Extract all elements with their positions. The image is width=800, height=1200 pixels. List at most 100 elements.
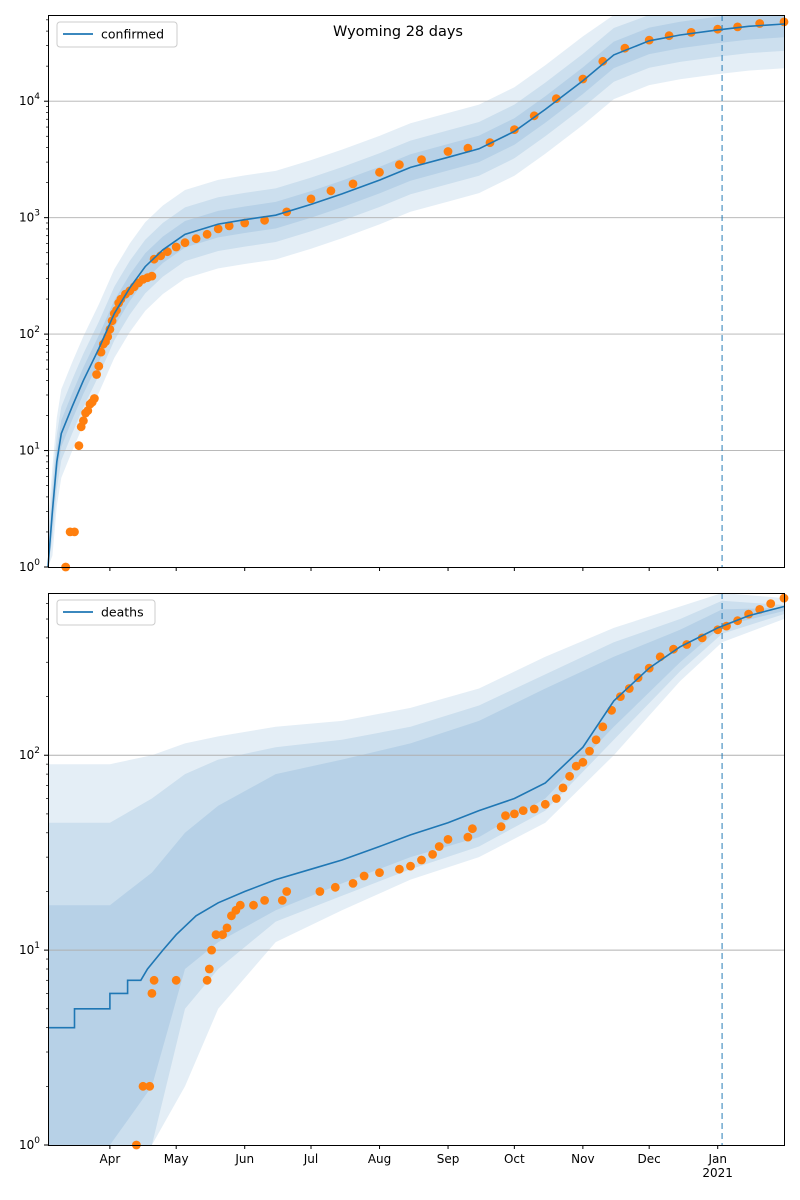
deaths-band-2 xyxy=(48,600,784,1145)
confirmed-observed-point xyxy=(598,56,608,66)
deaths-legend-label: deaths xyxy=(101,605,144,620)
confirmed-observed-point xyxy=(147,271,157,281)
confirmed-y-tick-label: 101 xyxy=(19,442,40,458)
deaths-observed-point xyxy=(434,842,444,851)
deaths-observed-point xyxy=(598,722,608,732)
deaths-observed-point xyxy=(138,1081,148,1091)
deaths-y-tick-label: 100 xyxy=(19,1136,40,1152)
deaths-observed-point xyxy=(697,633,707,643)
deaths-legend: deaths xyxy=(56,599,156,626)
confirmed-observed-point xyxy=(224,221,234,231)
confirmed-observed-point xyxy=(79,416,88,426)
confirmed-observed-point xyxy=(94,361,104,371)
deaths-observed-point xyxy=(171,975,181,985)
confirmed-observed-point xyxy=(260,215,269,225)
x-tick-label-month: Jul xyxy=(303,1152,318,1166)
x-tick-label-year: 2021 xyxy=(702,1166,733,1180)
confirmed-panel: 100 101 102 103 104 confirmed Wyoming 28 day… xyxy=(19,15,789,574)
deaths-band-3 xyxy=(48,607,784,1145)
x-tick-label-month: Sep xyxy=(437,1152,460,1166)
deaths-observed-point xyxy=(463,832,473,842)
deaths-observed-point xyxy=(204,964,214,974)
confirmed-observed-point xyxy=(395,160,404,170)
deaths-legend-box xyxy=(56,599,156,626)
deaths-model-line xyxy=(48,605,785,1029)
confirmed-model-line xyxy=(47,23,785,568)
confirmed-observed-point xyxy=(191,234,201,244)
deaths-observed-point xyxy=(518,806,528,815)
deaths-uncertainty-bands xyxy=(48,593,784,1145)
deaths-observed-point xyxy=(417,855,426,865)
confirmed-observed-point xyxy=(163,247,172,257)
deaths-observed-point xyxy=(540,799,550,809)
deaths-band-1 xyxy=(48,593,784,1145)
deaths-panel: 100 101 102 Apr May Jun Jul Aug Sep Oct Nov Dec Jan… xyxy=(19,593,789,1180)
deaths-observed-point xyxy=(529,804,539,814)
deaths-observed-point xyxy=(428,850,437,859)
deaths-observed-point xyxy=(395,864,404,874)
deaths-observed-point xyxy=(585,746,594,756)
deaths-observed-point xyxy=(766,599,776,608)
x-tick-label-month: Dec xyxy=(638,1152,661,1166)
deaths-observed-point xyxy=(235,900,245,910)
confirmed-band-1 xyxy=(48,15,784,567)
deaths-observed-point xyxy=(558,783,568,793)
deaths-observed-point xyxy=(315,887,325,896)
deaths-observed-point xyxy=(277,896,287,905)
deaths-observed-point xyxy=(260,896,269,905)
deaths-observed-points xyxy=(132,593,789,1150)
confirmed-observed-point xyxy=(348,179,358,189)
confirmed-y-tick-label: 100 xyxy=(19,558,40,574)
confirmed-observed-point xyxy=(171,242,181,252)
x-tick-label-month: Apr xyxy=(100,1152,121,1166)
deaths-observed-point xyxy=(591,735,601,745)
deaths-observed-point xyxy=(578,757,588,767)
deaths-observed-point xyxy=(565,771,574,781)
deaths-observed-point xyxy=(551,794,561,803)
x-tick-label-month: Jun xyxy=(234,1152,254,1166)
confirmed-observed-point xyxy=(180,238,190,248)
confirmed-legend: confirmed xyxy=(56,21,178,48)
deaths-observed-point xyxy=(496,822,506,832)
confirmed-y-tick-label: 103 xyxy=(19,209,40,225)
deaths-gridlines xyxy=(48,754,784,951)
x-tick-label-month: Jan xyxy=(707,1152,727,1166)
x-tick-label-month: Aug xyxy=(368,1152,391,1166)
confirmed-observed-point xyxy=(213,224,223,234)
deaths-observed-point xyxy=(218,930,228,940)
confirmed-gridlines xyxy=(48,100,784,452)
confirmed-observed-point xyxy=(417,155,426,165)
confirmed-legend-box xyxy=(56,21,178,48)
deaths-axes-frame xyxy=(48,593,785,1146)
confirmed-legend-label: confirmed xyxy=(101,27,164,42)
deaths-observed-point xyxy=(359,871,369,881)
deaths-observed-point xyxy=(211,930,221,940)
deaths-observed-point xyxy=(501,811,510,820)
deaths-observed-point xyxy=(510,809,519,819)
confirmed-observed-point xyxy=(578,74,588,84)
deaths-observed-point xyxy=(669,644,678,654)
deaths-observed-point xyxy=(375,868,384,877)
deaths-observed-point xyxy=(443,835,453,844)
deaths-y-tick-label: 101 xyxy=(19,941,40,957)
deaths-y-tick-label: 102 xyxy=(19,746,40,762)
x-tick-label-month: May xyxy=(164,1152,189,1166)
x-tick-label-month: Nov xyxy=(571,1152,594,1166)
deaths-observed-point xyxy=(149,975,159,985)
deaths-observed-point xyxy=(222,923,232,933)
deaths-observed-point xyxy=(147,989,157,998)
confirmed-observed-point xyxy=(74,441,84,451)
deaths-observed-point xyxy=(249,900,258,910)
deaths-observed-point xyxy=(207,945,217,955)
deaths-observed-point xyxy=(571,761,581,771)
confirmed-observed-point xyxy=(443,147,453,156)
confirmed-x-ticks xyxy=(109,567,719,571)
confirmed-observed-point xyxy=(70,527,79,537)
confirmed-observed-point xyxy=(90,394,99,403)
deaths-observed-point xyxy=(616,692,625,701)
figure-title: Wyoming 28 days xyxy=(333,24,463,40)
x-tick-label-month: Oct xyxy=(504,1152,525,1166)
deaths-observed-point xyxy=(145,1081,155,1091)
